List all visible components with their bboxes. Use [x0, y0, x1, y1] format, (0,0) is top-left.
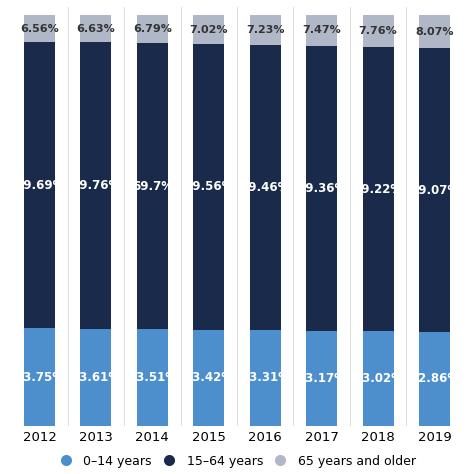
Text: 6.63%: 6.63%: [76, 24, 115, 34]
Text: 23.17%: 23.17%: [297, 372, 346, 385]
Bar: [81, 329, 111, 426]
Bar: [24, 42, 55, 328]
Bar: [419, 332, 450, 426]
Text: 8.07%: 8.07%: [415, 27, 454, 36]
Text: 23.02%: 23.02%: [354, 372, 402, 385]
Bar: [81, 15, 111, 42]
Bar: [81, 42, 111, 329]
Text: 7.23%: 7.23%: [246, 25, 284, 35]
Text: 69.46%: 69.46%: [240, 181, 290, 194]
Text: 69.36%: 69.36%: [297, 182, 346, 195]
Text: 23.31%: 23.31%: [241, 372, 290, 384]
Text: 69.56%: 69.56%: [184, 180, 234, 193]
Bar: [250, 45, 281, 330]
Bar: [137, 43, 168, 329]
Bar: [193, 44, 224, 330]
Bar: [193, 330, 224, 426]
Bar: [363, 47, 393, 331]
Text: 69.22%: 69.22%: [354, 182, 402, 196]
Text: 23.75%: 23.75%: [15, 371, 64, 383]
Text: 6.56%: 6.56%: [20, 24, 59, 34]
Bar: [250, 330, 281, 426]
Text: 69.7%: 69.7%: [132, 180, 173, 192]
Bar: [24, 15, 55, 42]
Bar: [306, 15, 337, 46]
Bar: [193, 15, 224, 44]
Text: 22.86%: 22.86%: [410, 373, 459, 385]
Text: 6.79%: 6.79%: [133, 24, 172, 34]
Text: 69.07%: 69.07%: [410, 183, 459, 197]
Bar: [250, 15, 281, 45]
Bar: [363, 15, 393, 47]
Text: 23.42%: 23.42%: [184, 371, 233, 384]
Bar: [363, 331, 393, 426]
Bar: [306, 331, 337, 426]
Bar: [306, 46, 337, 331]
Bar: [137, 15, 168, 43]
Text: 69.69%: 69.69%: [15, 179, 64, 191]
Legend: 0–14 years, 15–64 years, 65 years and older: 0–14 years, 15–64 years, 65 years and ol…: [52, 448, 422, 474]
Bar: [137, 329, 168, 426]
Text: 7.47%: 7.47%: [302, 26, 341, 36]
Bar: [24, 328, 55, 426]
Text: 23.51%: 23.51%: [128, 371, 177, 384]
Text: 7.02%: 7.02%: [190, 25, 228, 35]
Bar: [419, 15, 450, 48]
Bar: [419, 48, 450, 332]
Text: 69.76%: 69.76%: [71, 179, 120, 192]
Text: 23.61%: 23.61%: [72, 371, 120, 384]
Text: 7.76%: 7.76%: [359, 26, 398, 36]
